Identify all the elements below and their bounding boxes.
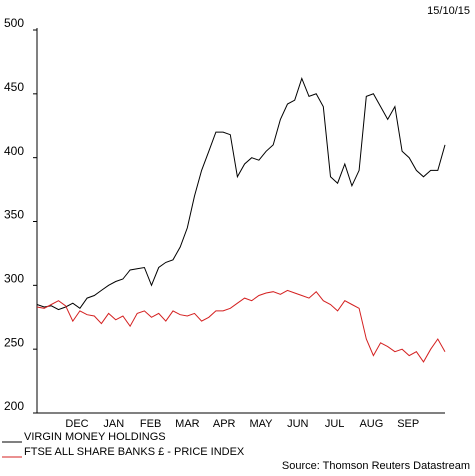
y-tick-label: 300 [4,272,24,286]
y-tick-label: 250 [4,335,24,349]
legend-label: FTSE ALL SHARE BANKS £ - PRICE INDEX [24,446,245,458]
y-tick-label: 450 [4,80,24,94]
y-tick-label: 200 [4,399,24,413]
x-tick-label: MAY [249,418,273,430]
x-tick-label: FEB [140,418,161,430]
x-tick-label: JUN [287,418,308,430]
y-tick-label: 400 [4,144,24,158]
x-tick-label: JUL [325,418,345,430]
y-tick-label: 500 [4,16,24,30]
x-tick-label: AUG [359,418,383,430]
y-tick-label: 350 [4,208,24,222]
x-tick-label: JAN [103,418,124,430]
x-tick-label: APR [213,418,236,430]
source-label: Source: Thomson Reuters Datastream [282,460,470,472]
x-tick-label: DEC [65,418,88,430]
series-line [36,77,446,311]
legend-label: VIRGIN MONEY HOLDINGS [24,431,166,443]
date-label: 15/10/15 [427,5,470,17]
series-line [36,289,446,363]
x-tick-label: SEP [397,418,419,430]
x-tick-label: MAR [175,418,200,430]
